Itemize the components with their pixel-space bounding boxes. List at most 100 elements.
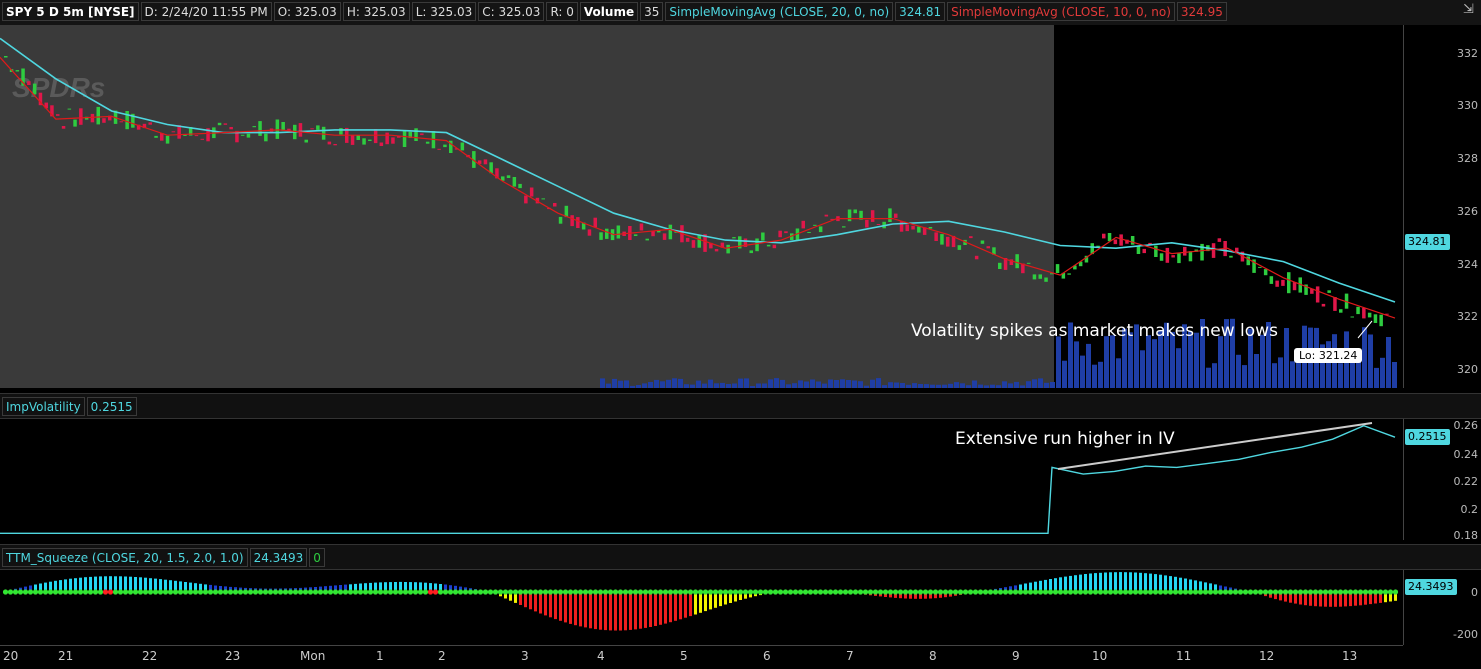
sma20-label[interactable]: SimpleMovingAvg (CLOSE, 20, 0, no) (665, 2, 893, 21)
squeeze-dot (1313, 589, 1318, 594)
candle (732, 237, 736, 238)
squeeze-dot (1293, 589, 1298, 594)
squeeze-dot (598, 589, 603, 594)
candle (79, 108, 83, 125)
squeeze-dot (998, 589, 1003, 594)
squeeze-dot (863, 589, 868, 594)
squeeze-dot (623, 589, 628, 594)
volume-bar (1212, 363, 1217, 388)
volume-bar (618, 381, 623, 388)
candle (322, 127, 326, 140)
ttm-bar (1109, 572, 1112, 592)
candle (420, 133, 424, 135)
volume-bar (624, 380, 629, 388)
volume-bar (1074, 341, 1079, 388)
volume-bar (786, 384, 791, 388)
squeeze-dot (463, 589, 468, 594)
squeeze-dot (428, 589, 433, 594)
ttm-panel[interactable] (0, 570, 1403, 645)
squeeze-dot (688, 589, 693, 594)
iv-label[interactable]: ImpVolatility (2, 397, 85, 416)
candle (553, 203, 557, 207)
squeeze-dot (418, 589, 423, 594)
squeeze-dot (163, 589, 168, 594)
time-axis[interactable]: 20 21 22 23 Mon 1 2 3 4 5 6 7 8 9 10 11 … (0, 645, 1403, 669)
price-tick: 324 (1457, 258, 1478, 271)
squeeze-dot (1188, 589, 1193, 594)
candle (975, 256, 979, 259)
volume-label[interactable]: Volume (580, 2, 638, 21)
volume-bar (660, 381, 665, 388)
sma10-label[interactable]: SimpleMovingAvg (CLOSE, 10, 0, no) (947, 2, 1175, 21)
candle (258, 121, 262, 136)
squeeze-dot (953, 589, 958, 594)
volume-bar (1254, 354, 1259, 388)
symbol-label[interactable]: SPY 5 D 5m [NYSE] (2, 2, 139, 21)
squeeze-dot (33, 589, 38, 594)
squeeze-dot (403, 589, 408, 594)
volume-bar (942, 385, 947, 388)
squeeze-dot (733, 589, 738, 594)
squeeze-dot (738, 589, 743, 594)
squeeze-dot (1178, 589, 1183, 594)
squeeze-dot (1338, 589, 1343, 594)
candle (339, 128, 343, 134)
squeeze-dot (118, 589, 123, 594)
volume-bar (1104, 336, 1109, 388)
range-readout: R: 0 (546, 2, 577, 21)
squeeze-dot (278, 589, 283, 594)
squeeze-dot (1303, 589, 1308, 594)
squeeze-dot (1088, 589, 1093, 594)
squeeze-dot (1018, 589, 1023, 594)
time-tick: 1 (376, 649, 384, 663)
candle (1033, 274, 1037, 279)
squeeze-dot (228, 589, 233, 594)
ttm-bar (699, 592, 702, 613)
price-panel[interactable]: SPDRs Volatility spikes as market makes … (0, 25, 1403, 388)
volume-bar (1026, 381, 1031, 388)
squeeze-dot (873, 589, 878, 594)
volume-bar (720, 383, 725, 388)
price-axis[interactable]: 332 330 328 326 324 322 320 (1403, 25, 1481, 388)
ttm-bar (1139, 573, 1142, 592)
squeeze-dot (1288, 589, 1293, 594)
time-tick: 23 (225, 649, 240, 663)
ttm-tick: -200 (1453, 628, 1478, 641)
candle (461, 143, 465, 151)
squeeze-dot (353, 589, 358, 594)
squeeze-dot (1263, 589, 1268, 594)
chart-settings-icon[interactable]: ⇲ (1463, 2, 1477, 18)
squeeze-dot (893, 589, 898, 594)
price-tick: 326 (1457, 205, 1478, 218)
candle (761, 233, 765, 241)
iv-panel[interactable]: Extensive run higher in IV (0, 419, 1403, 540)
candle (1258, 267, 1262, 268)
candle (998, 263, 1002, 269)
squeeze-dot (1073, 589, 1078, 594)
volume-bar (1116, 358, 1121, 388)
squeeze-dot (758, 589, 763, 594)
squeeze-dot (488, 589, 493, 594)
volume-bar (1020, 385, 1025, 388)
volume-bar (1008, 383, 1013, 388)
squeeze-dot (148, 589, 153, 594)
squeeze-dot (68, 589, 73, 594)
candle (807, 232, 811, 233)
squeeze-dot (903, 589, 908, 594)
ttm-bar (599, 592, 602, 630)
volume-bar (996, 385, 1001, 388)
candle (310, 128, 314, 129)
squeeze-dot (763, 589, 768, 594)
candle (120, 121, 124, 122)
ttm-bar (609, 592, 612, 630)
volume-bar (750, 386, 755, 388)
iv-chart-svg (0, 419, 1403, 540)
squeeze-dot (38, 589, 43, 594)
volume-bar (666, 380, 671, 388)
candle (669, 225, 673, 240)
squeeze-dot (238, 589, 243, 594)
candle (1281, 280, 1285, 286)
ttm-label[interactable]: TTM_Squeeze (CLOSE, 20, 1.5, 2.0, 1.0) (2, 548, 248, 567)
ttm-bar (584, 592, 587, 627)
candle (871, 210, 875, 222)
